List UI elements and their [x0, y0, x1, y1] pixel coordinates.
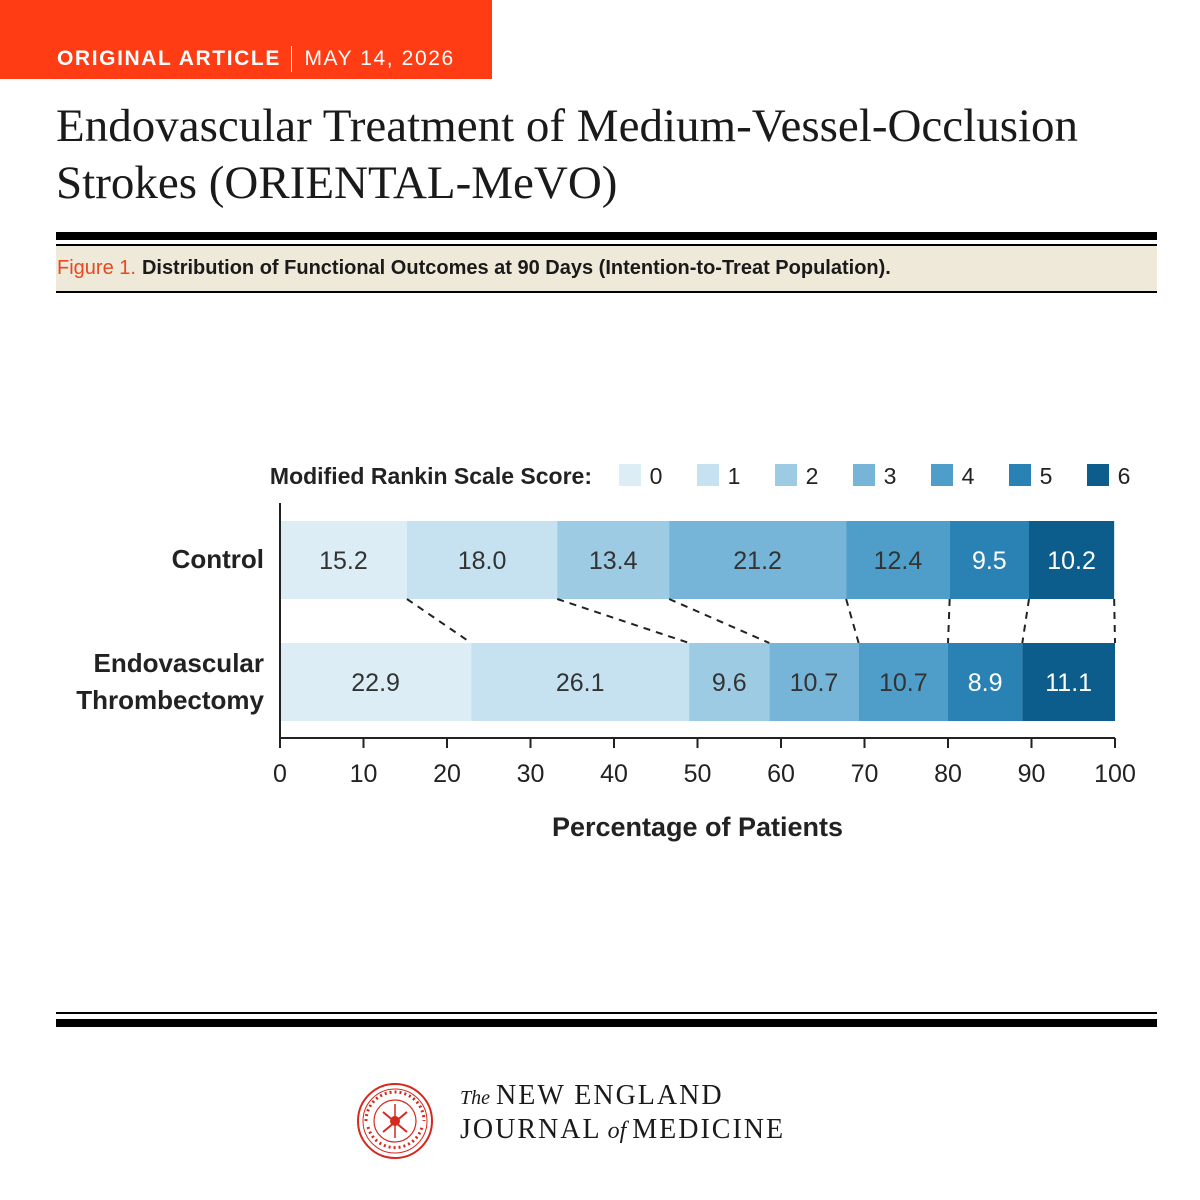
bar-segment-1-0: [280, 643, 472, 721]
bar-value-label-0-3: 21.2: [733, 547, 782, 575]
x-tick-label-70: 70: [851, 760, 879, 788]
x-tick-label-80: 80: [934, 760, 962, 788]
bar-value-label-1-3: 10.7: [790, 669, 839, 697]
bar-value-label-0-6: 10.2: [1047, 547, 1096, 575]
bar-value-label-0-1: 18.0: [458, 547, 507, 575]
legend-swatch-3: [853, 464, 875, 486]
legend-label-6: 6: [1118, 463, 1131, 489]
figure-caption: Figure 1. Distribution of Functional Outc…: [57, 257, 891, 280]
bar-segment-1-2: [689, 643, 770, 721]
bar-segment-0-3: [669, 521, 847, 599]
figure-caption-text: Distribution of Functional Outcomes at 9…: [141, 257, 891, 279]
legend-label-4: 4: [962, 463, 975, 489]
article-type: ORIGINAL ARTICLE: [57, 47, 281, 70]
legend-swatch-6: [1087, 464, 1109, 486]
article-tag: ORIGINAL ARTICLE MAY 14, 2026: [57, 46, 455, 72]
connector-line-1: [556, 598, 690, 644]
bar-value-label-1-6: 11.1: [1045, 669, 1092, 697]
bar-segment-1-6: [1022, 643, 1115, 721]
legend-swatch-0: [619, 464, 641, 486]
bar-segment-0-1: [406, 521, 558, 599]
legend-label-3: 3: [884, 463, 897, 489]
legend-swatch-2: [775, 464, 797, 486]
bar-value-label-0-0: 15.2: [319, 547, 368, 575]
caption-rule: [56, 291, 1157, 293]
bar-segment-1-1: [471, 643, 690, 721]
x-tick-label-0: 0: [273, 760, 287, 788]
bar-segment-0-5: [949, 521, 1029, 599]
bar-segment-1-5: [948, 643, 1023, 721]
bar-segment-1-3: [769, 643, 859, 721]
category-label-1-0: Endovascular: [93, 648, 264, 678]
bar-value-label-1-2: 9.6: [712, 669, 747, 697]
bar-segment-0-2: [557, 521, 670, 599]
legend-label-1: 1: [728, 463, 741, 489]
x-axis-label: Percentage of Patients: [552, 812, 843, 842]
bar-value-label-1-4: 10.7: [879, 669, 928, 697]
x-tick-label-50: 50: [684, 760, 712, 788]
connector-line-2: [668, 598, 770, 644]
legend-label-5: 5: [1040, 463, 1053, 489]
bar-segment-0-0: [280, 521, 407, 599]
article-title: Endovascular Treatment of Medium-Vessel-…: [56, 100, 1079, 209]
bar-value-label-0-5: 9.5: [972, 547, 1007, 575]
connector-line-3: [845, 598, 860, 644]
connector-line-4: [947, 598, 951, 644]
journal-journal: JOURNAL: [460, 1114, 602, 1145]
legend-swatch-5: [1009, 464, 1031, 486]
x-tick-label-10: 10: [350, 760, 378, 788]
x-tick-label-90: 90: [1018, 760, 1046, 788]
bar-value-label-1-0: 22.9: [351, 669, 400, 697]
bar-value-label-1-5: 8.9: [968, 669, 1003, 697]
bar-segment-1-4: [858, 643, 948, 721]
article-type-banner: [0, 0, 492, 79]
category-label-0-0: Control: [172, 544, 264, 574]
stacked-bar-chart: Modified Rankin Scale Score: 0 1 2 3 4 5 6 Contr…: [76, 463, 1136, 842]
connector-line-6: [1113, 598, 1116, 644]
legend-label-2: 2: [806, 463, 819, 489]
connector-line-0: [406, 598, 472, 644]
connector-line-5: [1021, 598, 1030, 644]
caption-band: [56, 246, 1157, 292]
x-tick-label-30: 30: [517, 760, 545, 788]
figure-label: Figure 1.: [57, 257, 136, 279]
journal-name: The NEW ENGLAND JOURNAL of MEDICINE: [460, 1080, 785, 1146]
bar-segment-0-6: [1028, 521, 1115, 599]
x-tick-label-60: 60: [767, 760, 795, 788]
journal-line1: NEW ENGLAND: [496, 1080, 724, 1111]
bar-value-label-0-2: 13.4: [589, 547, 638, 575]
article-date: MAY 14, 2026: [304, 47, 455, 70]
tag-divider: [290, 46, 293, 72]
journal-of: of: [607, 1118, 627, 1144]
x-tick-label-100: 100: [1094, 760, 1136, 788]
bottom-rule: [56, 1019, 1157, 1027]
legend-title: Modified Rankin Scale Score:: [270, 463, 592, 489]
journal-the: The: [460, 1087, 490, 1109]
journal-seal-icon: [357, 1083, 433, 1159]
x-tick-label-40: 40: [600, 760, 628, 788]
bar-value-label-0-4: 12.4: [874, 547, 923, 575]
journal-medicine: MEDICINE: [632, 1114, 786, 1145]
bar-value-label-1-1: 26.1: [556, 669, 605, 697]
legend-label-0: 0: [650, 463, 663, 489]
bottom-rule-thin: [56, 1012, 1157, 1014]
legend-swatch-4: [931, 464, 953, 486]
bar-segment-0-4: [846, 521, 950, 599]
legend-swatch-1: [697, 464, 719, 486]
x-tick-label-20: 20: [433, 760, 461, 788]
category-label-1-1: Thrombectomy: [76, 685, 264, 715]
top-rule-thin: [56, 244, 1157, 246]
top-rule: [56, 232, 1157, 240]
